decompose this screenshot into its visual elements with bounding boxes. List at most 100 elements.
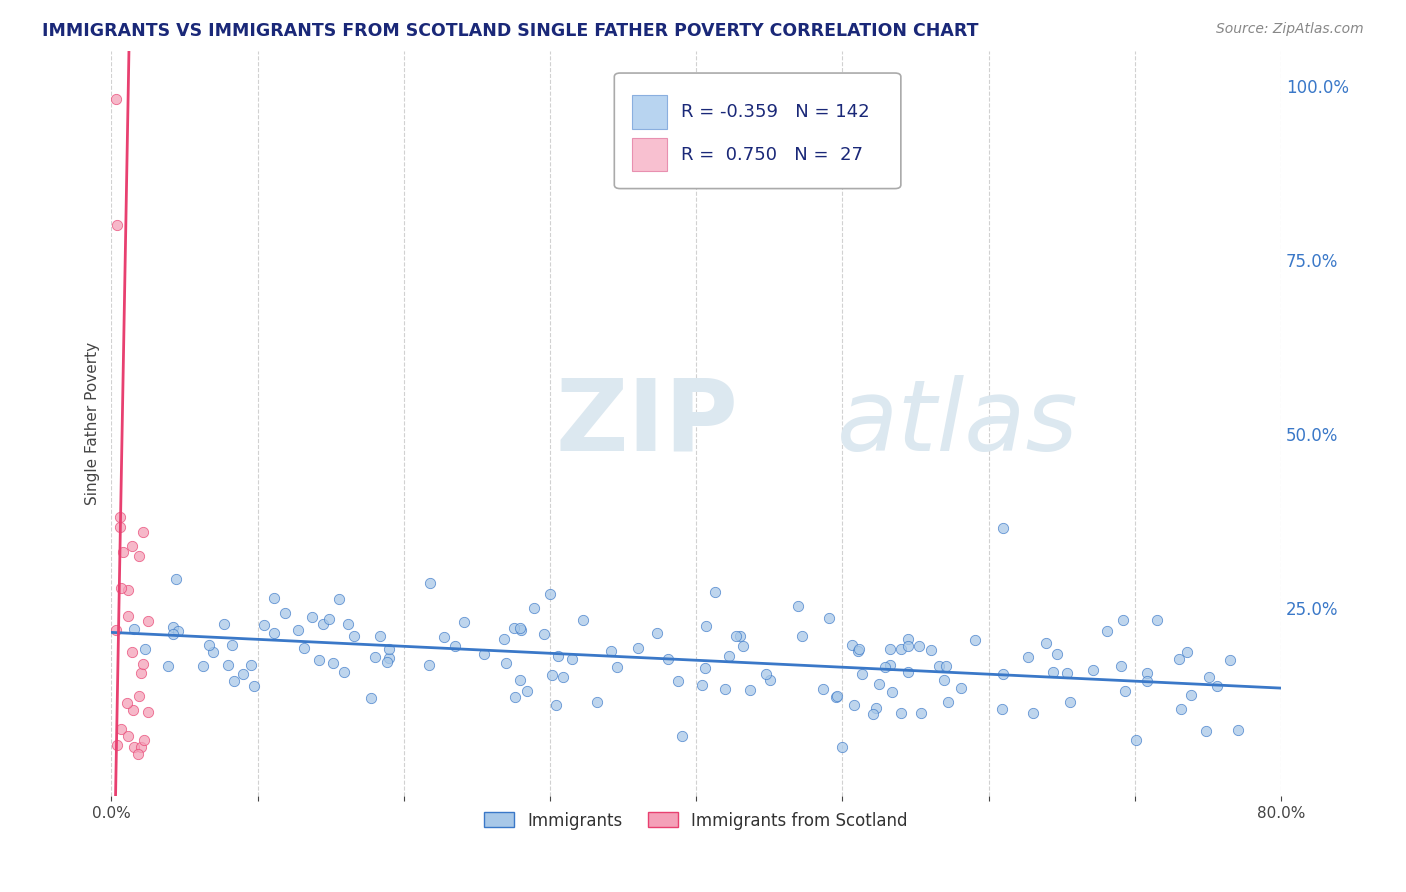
Point — [122, 622, 145, 636]
Point — [108, 520, 131, 534]
Legend: Immigrants, Immigrants from Scotland: Immigrants, Immigrants from Scotland — [478, 805, 914, 836]
Point — [993, 521, 1015, 535]
Point — [432, 630, 454, 644]
Point — [312, 616, 335, 631]
Point — [444, 640, 467, 654]
Point — [1059, 695, 1081, 709]
Text: IMMIGRANTS VS IMMIGRANTS FROM SCOTLAND SINGLE FATHER POVERTY CORRELATION CHART: IMMIGRANTS VS IMMIGRANTS FROM SCOTLAND S… — [42, 22, 979, 40]
Point — [717, 649, 740, 664]
Point — [991, 702, 1014, 716]
Point — [811, 681, 834, 696]
Point — [263, 626, 285, 640]
Point — [585, 695, 607, 709]
Point — [1136, 673, 1159, 688]
Point — [1022, 706, 1045, 720]
Point — [841, 638, 863, 652]
Point — [897, 632, 920, 646]
Point — [1168, 652, 1191, 666]
Point — [882, 685, 904, 699]
Point — [541, 667, 564, 681]
Text: R = -0.359   N = 142: R = -0.359 N = 142 — [681, 103, 869, 120]
Point — [322, 656, 344, 670]
Point — [1046, 647, 1069, 661]
Point — [818, 611, 841, 625]
Point — [935, 658, 957, 673]
Point — [1170, 702, 1192, 716]
Point — [1205, 679, 1227, 693]
Point — [128, 690, 150, 704]
Point — [693, 661, 716, 675]
Point — [243, 679, 266, 693]
Point — [509, 673, 531, 687]
Point — [240, 658, 263, 673]
Point — [862, 707, 884, 722]
Point — [572, 613, 595, 627]
Point — [879, 642, 901, 657]
Point — [1081, 663, 1104, 677]
Point — [755, 667, 778, 681]
Point — [731, 639, 754, 653]
Point — [132, 733, 155, 747]
FancyBboxPatch shape — [631, 95, 666, 129]
Point — [963, 633, 986, 648]
Point — [1219, 653, 1241, 667]
Point — [538, 587, 561, 601]
Text: R =  0.750   N =  27: R = 0.750 N = 27 — [681, 146, 863, 164]
Point — [551, 670, 574, 684]
Point — [232, 667, 254, 681]
Point — [533, 626, 555, 640]
Point — [167, 624, 190, 638]
Point — [1125, 733, 1147, 747]
Point — [934, 673, 956, 688]
Point — [865, 700, 887, 714]
Point — [132, 657, 155, 671]
Point — [844, 698, 866, 712]
Point — [657, 651, 679, 665]
Point — [1017, 650, 1039, 665]
Point — [224, 673, 246, 688]
Point — [1095, 624, 1118, 639]
Point — [848, 641, 870, 656]
Point — [879, 657, 901, 672]
Point — [419, 576, 441, 591]
Point — [472, 647, 495, 661]
Point — [825, 690, 848, 704]
Point — [121, 645, 143, 659]
Point — [920, 642, 942, 657]
Point — [117, 729, 139, 743]
Point — [221, 638, 243, 652]
Point — [110, 722, 132, 736]
Point — [991, 667, 1014, 681]
Point — [117, 609, 139, 624]
Text: atlas: atlas — [837, 375, 1078, 472]
Point — [1146, 613, 1168, 627]
Point — [928, 659, 950, 673]
Point — [703, 584, 725, 599]
Point — [105, 738, 128, 752]
Point — [105, 218, 128, 232]
Point — [129, 666, 152, 681]
Point — [377, 642, 399, 657]
Point — [936, 695, 959, 709]
Point — [308, 653, 330, 667]
Point — [110, 581, 132, 595]
Point — [364, 649, 387, 664]
Point — [787, 599, 810, 613]
Point — [1042, 665, 1064, 679]
Point — [695, 619, 717, 633]
Point — [292, 640, 315, 655]
Point — [336, 617, 359, 632]
Point — [453, 615, 475, 629]
Point — [724, 629, 747, 643]
Point — [890, 706, 912, 721]
Point — [509, 621, 531, 635]
Point — [897, 639, 920, 653]
FancyBboxPatch shape — [614, 73, 901, 188]
Point — [217, 658, 239, 673]
Point — [343, 629, 366, 643]
Point — [162, 620, 184, 634]
Point — [599, 644, 621, 658]
Point — [1056, 666, 1078, 681]
Point — [263, 591, 285, 605]
Point — [907, 639, 929, 653]
